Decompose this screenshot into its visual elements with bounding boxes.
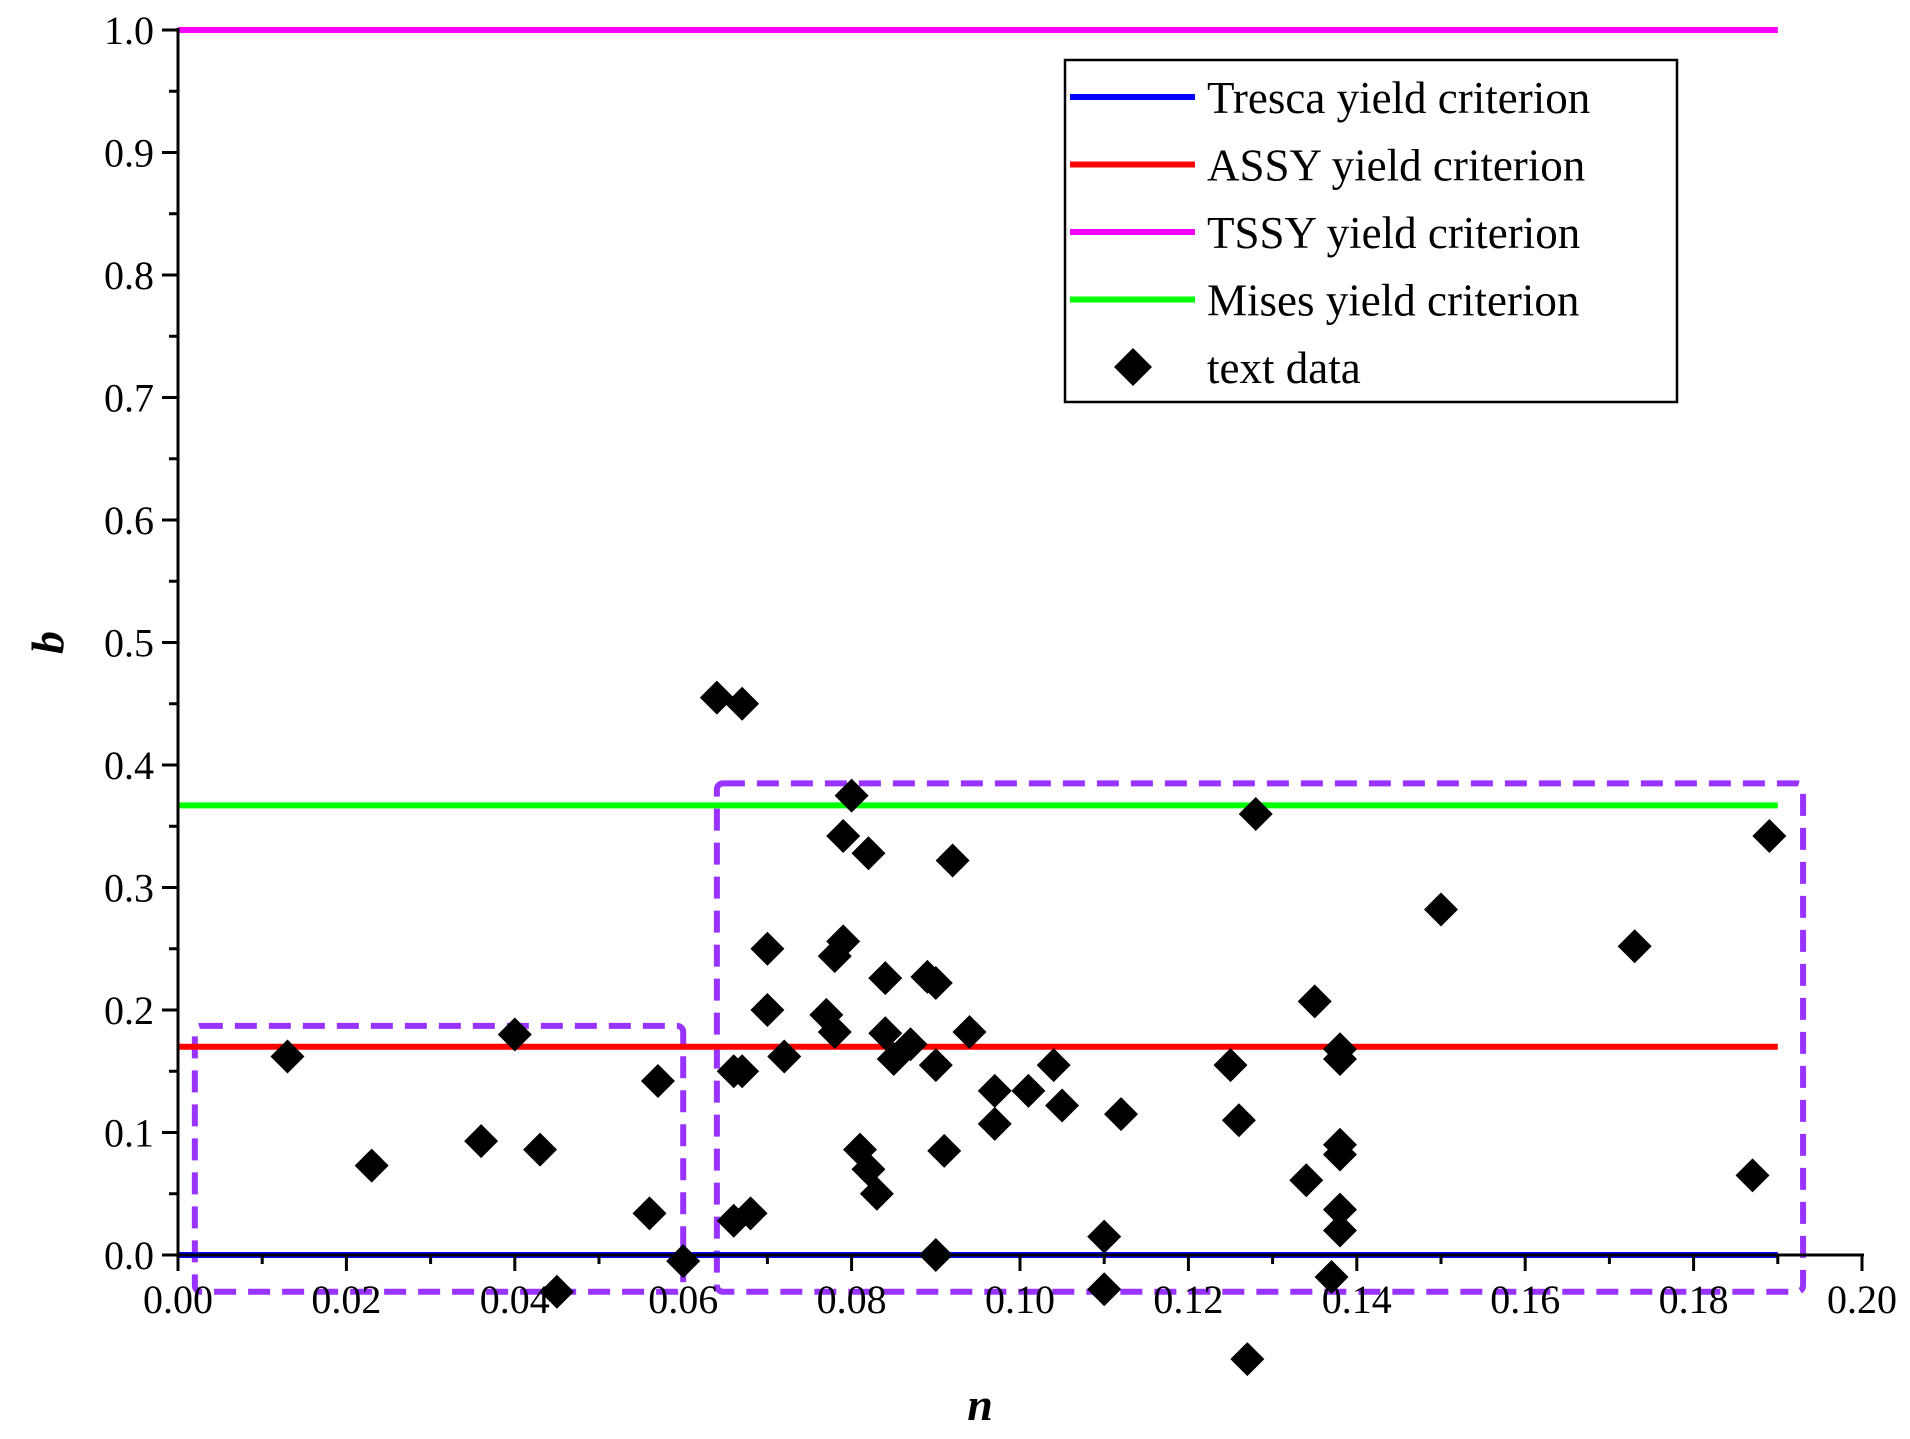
- legend-label: text data: [1207, 343, 1361, 393]
- x-tick-label: 0.08: [817, 1277, 887, 1322]
- y-axis-title: b: [22, 631, 73, 654]
- data-point: [767, 1039, 802, 1074]
- legend-label: Tresca yield criterion: [1207, 73, 1590, 123]
- x-tick-label: 0.18: [1659, 1277, 1729, 1322]
- legend: Tresca yield criterion ASSY yield criteri…: [1063, 58, 1679, 404]
- axes: 0.00 0.02 0.04 0.06 0.08 0.10 0.12 0.14 0.16 0.18…: [22, 8, 1897, 1430]
- highlight-regions: [191, 780, 1807, 1295]
- data-point: [1322, 1137, 1357, 1172]
- data-point: [750, 931, 785, 966]
- data-point: [725, 1054, 760, 1089]
- data-point: [1036, 1048, 1071, 1083]
- data-point: [1322, 1213, 1357, 1248]
- data-point: [354, 1148, 389, 1183]
- data-point: [1238, 797, 1273, 831]
- y-tick-label: 0.7: [104, 376, 154, 421]
- data-point: [817, 1015, 852, 1050]
- x-tick-label: 0.14: [1322, 1277, 1392, 1322]
- y-tick-label: 0.6: [104, 498, 154, 543]
- data-point: [1213, 1048, 1248, 1083]
- data-point: [1314, 1260, 1349, 1295]
- data-point: [893, 1027, 928, 1062]
- y-tick-label: 0.0: [104, 1233, 154, 1278]
- data-point: [640, 1064, 675, 1099]
- data-point: [539, 1274, 574, 1309]
- data-point: [834, 778, 869, 813]
- x-tick-label: 0.00: [143, 1277, 213, 1322]
- data-point: [918, 966, 953, 1001]
- y-tick-label: 0.3: [104, 866, 154, 911]
- data-point: [1322, 1042, 1357, 1076]
- x-tick-label: 0.20: [1827, 1277, 1897, 1322]
- x-axis-title: n: [967, 1379, 993, 1430]
- data-point: [1289, 1163, 1324, 1198]
- y-tick-label: 0.8: [104, 253, 154, 298]
- data-point: [1617, 929, 1652, 964]
- data-point: [1735, 1158, 1770, 1193]
- data-point: [750, 993, 785, 1027]
- legend-label: TSSY yield criterion: [1207, 208, 1580, 258]
- data-point: [851, 836, 886, 871]
- data-point: [632, 1196, 667, 1231]
- data-point: [826, 924, 861, 959]
- data-point: [464, 1124, 499, 1159]
- x-tick-label: 0.10: [985, 1277, 1055, 1322]
- data-points: [270, 680, 1787, 1377]
- legend-label: ASSY yield criterion: [1207, 141, 1585, 191]
- data-point: [977, 1106, 1012, 1141]
- data-point: [935, 843, 970, 878]
- data-point: [733, 1196, 768, 1231]
- data-point: [523, 1132, 558, 1167]
- data-point: [1297, 984, 1332, 1019]
- y-tick-label: 0.5: [104, 621, 154, 666]
- data-point: [1752, 819, 1787, 854]
- y-tick-label: 1.0: [104, 8, 154, 53]
- data-point: [699, 680, 734, 715]
- x-tick-label: 0.02: [311, 1277, 381, 1322]
- x-tick-label: 0.12: [1153, 1277, 1223, 1322]
- data-point: [918, 1048, 953, 1083]
- data-point: [1221, 1103, 1256, 1138]
- data-point: [927, 1133, 962, 1168]
- data-point: [1322, 1192, 1357, 1227]
- data-point: [952, 1015, 987, 1050]
- y-tick-label: 0.2: [104, 988, 154, 1033]
- data-point: [977, 1073, 1012, 1108]
- data-point: [1230, 1342, 1265, 1377]
- y-tick-label: 0.9: [104, 131, 154, 176]
- highlight-region-2: [713, 780, 1807, 1295]
- data-point: [1087, 1219, 1122, 1254]
- data-point: [1087, 1272, 1122, 1307]
- data-point: [497, 1017, 532, 1052]
- data-point: [1045, 1088, 1080, 1123]
- x-tick-label: 0.06: [648, 1277, 718, 1322]
- data-point: [1104, 1097, 1139, 1132]
- data-point: [1424, 892, 1458, 927]
- data-point: [826, 819, 861, 854]
- x-tick-label: 0.16: [1490, 1277, 1560, 1322]
- legend-label: Mises yield criterion: [1207, 276, 1579, 326]
- data-point: [1011, 1073, 1046, 1108]
- data-point: [868, 961, 903, 996]
- x-tick-label: 0.04: [480, 1277, 550, 1322]
- y-tick-label: 0.4: [104, 743, 154, 788]
- data-point: [725, 686, 760, 721]
- highlight-region-1: [191, 1022, 687, 1295]
- legend-swatch-diamond: [1114, 348, 1152, 386]
- data-point: [868, 1016, 903, 1051]
- y-tick-label: 0.1: [104, 1111, 154, 1156]
- data-point: [270, 1039, 305, 1074]
- data-point: [859, 1176, 894, 1211]
